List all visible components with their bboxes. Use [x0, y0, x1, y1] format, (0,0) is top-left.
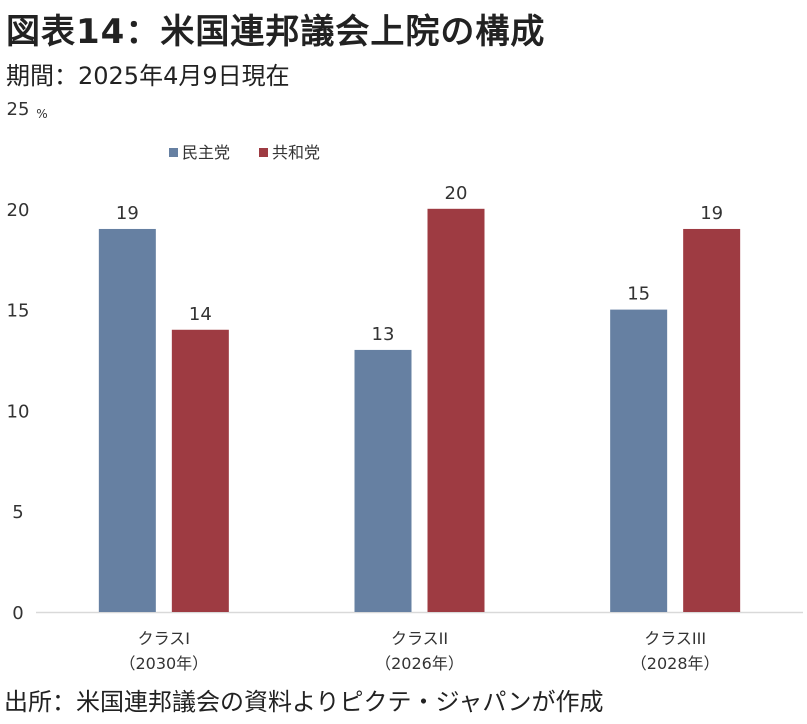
x-tick-label: クラスI: [138, 629, 190, 648]
y-tick-label: 10: [7, 401, 30, 422]
chart-title: 図表14：米国連邦議会上院の構成: [6, 12, 546, 52]
data-label: 19: [116, 203, 139, 224]
y-tick-label: 15: [7, 301, 30, 322]
data-label: 20: [445, 183, 468, 204]
legend-swatch: [259, 148, 268, 157]
bar-democrat: [610, 309, 668, 612]
y-tick-label: 20: [7, 200, 30, 221]
x-tick-label: クラスIII: [644, 629, 706, 648]
source-note: 出所：米国連邦議会の資料よりピクテ・ジャパンが作成: [4, 688, 604, 716]
legend-label: 民主党: [182, 143, 230, 162]
data-label: 14: [189, 304, 212, 325]
y-tick-label: 5: [12, 502, 23, 523]
x-tick-label: （2028年）: [631, 654, 720, 673]
data-label: 15: [627, 284, 650, 305]
bar-democrat: [354, 349, 412, 612]
bar-republican: [171, 329, 229, 612]
x-tick-label: （2030年）: [119, 654, 208, 673]
bar-democrat: [98, 228, 156, 612]
x-tick-label: （2026年）: [375, 654, 464, 673]
data-label: 19: [700, 203, 723, 224]
y-tick-label: 0: [12, 603, 23, 624]
chart-subtitle: 期間：2025年4月9日現在: [6, 62, 290, 90]
bar-republican: [683, 228, 741, 612]
legend-label: 共和党: [272, 143, 320, 162]
bar-republican: [427, 208, 485, 613]
data-label: 13: [372, 324, 395, 345]
legend-swatch: [169, 148, 178, 157]
y-axis-unit: %: [36, 107, 47, 121]
y-tick-label: 25: [7, 99, 30, 120]
x-tick-label: クラスII: [391, 629, 448, 648]
